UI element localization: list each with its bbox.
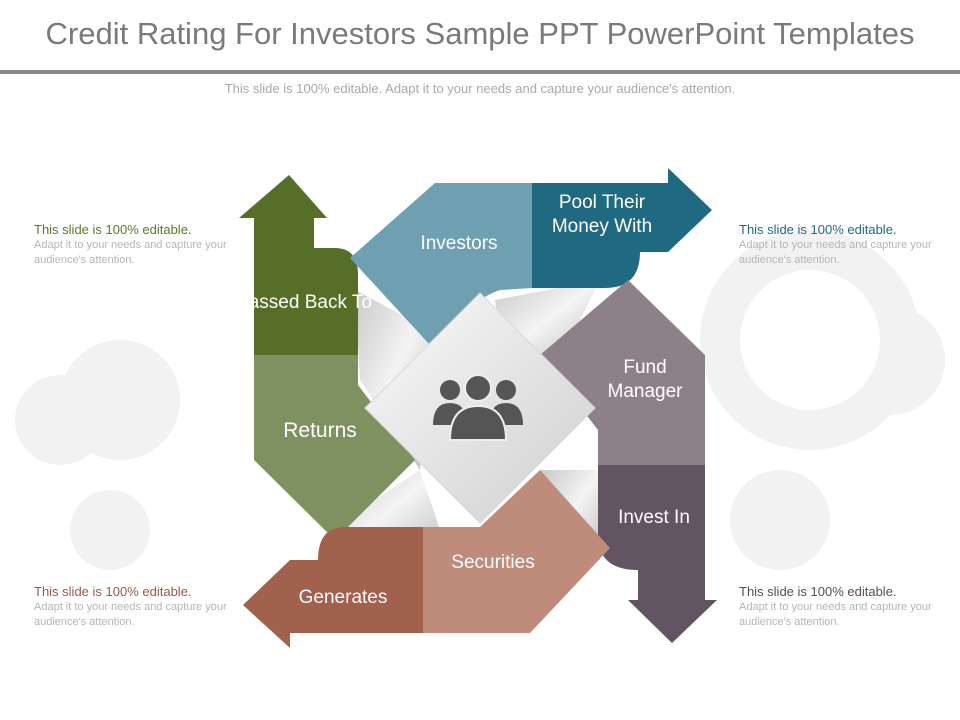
- teal-light: [350, 183, 532, 345]
- note-body: Adapt it to your needs and capture your …: [34, 239, 227, 266]
- title-divider: [0, 70, 960, 74]
- note-top-left: This slide is 100% editable. Adapt it to …: [34, 221, 234, 268]
- label-returns: Returns: [283, 419, 357, 442]
- label-investors: Investors: [420, 233, 498, 254]
- brown-dark-arrow: [243, 527, 423, 648]
- label-fund-manager: Fund Manager: [607, 357, 683, 402]
- brown-light: [423, 470, 610, 633]
- label-passed-back-to: Passed Back To: [236, 292, 372, 313]
- note-bottom-right: This slide is 100% editable. Adapt it to …: [739, 583, 939, 630]
- note-heading: This slide is 100% editable.: [34, 584, 192, 599]
- label-pool-their-money-with: Pool Their Money With: [551, 192, 653, 237]
- note-heading: This slide is 100% editable.: [739, 584, 897, 599]
- label-securities: Securities: [451, 552, 535, 573]
- label-invest-in: Invest In: [618, 507, 690, 528]
- note-body: Adapt it to your needs and capture your …: [739, 601, 932, 628]
- subtitle: This slide is 100% editable. Adapt it to…: [224, 81, 736, 96]
- label-generates: Generates: [298, 587, 388, 608]
- mauve-light: [540, 280, 705, 465]
- people-group-icon: [433, 374, 523, 441]
- note-bottom-left: This slide is 100% editable. Adapt it to …: [34, 583, 234, 630]
- mauve-dark-arrow: [598, 465, 717, 643]
- background-gears: [15, 230, 945, 570]
- teal-dark-arrow: [532, 168, 712, 288]
- note-heading: This slide is 100% editable.: [739, 222, 897, 237]
- page-title: Credit Rating For Investors Sample PPT P…: [45, 16, 915, 51]
- note-body: Adapt it to your needs and capture your …: [34, 601, 227, 628]
- green-arrow-dark: [239, 175, 358, 355]
- note-heading: This slide is 100% editable.: [34, 222, 192, 237]
- green-arrow-light: [254, 355, 415, 540]
- note-body: Adapt it to your needs and capture your …: [739, 239, 932, 266]
- note-top-right: This slide is 100% editable. Adapt it to …: [739, 221, 939, 268]
